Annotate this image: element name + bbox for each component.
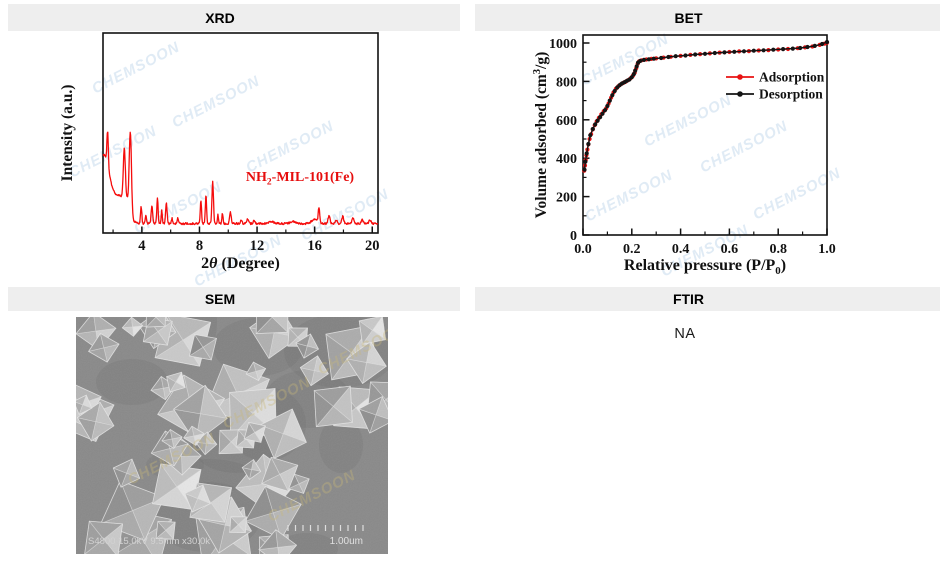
xrd-sample-label: NH2-MIL-101(Fe) [246,170,355,188]
desorption-marker [586,141,591,147]
bet-y-tick-label: 0 [570,229,577,244]
desorption-marker [634,64,639,69]
desorption-marker [588,133,593,138]
desorption-marker [590,126,595,132]
bet-header-label: BET [674,9,703,26]
bet-y-tick-label: 400 [556,152,577,167]
desorption-marker [646,57,651,62]
xrd-x-tick-label: 20 [365,238,380,254]
desorption-marker [641,57,647,62]
desorption-marker [673,54,678,59]
bet-x-tick-label: 0.2 [623,242,641,257]
desorption-marker [631,72,636,77]
desorption-marker [636,60,641,65]
bet-x-tick-label: 0.6 [721,242,739,257]
desorption-line [583,41,828,170]
legend-label-adsorption: Adsorption [759,70,825,85]
desorption-marker [600,111,605,116]
legend-marker-desorption [737,91,743,97]
desorption-marker [702,51,708,56]
desorption-marker [741,49,747,54]
xrd-chart: 4 8 12 16 20 NH2-MIL-101(Fe) 2θ (Degree) Intens… [59,32,380,272]
desorption-marker [761,48,766,53]
bet-chart: 0.0 0.2 0.4 0.6 0.8 1.0 0 200 400 600 800 1000 Adsor… [532,34,836,277]
desorption-marker [712,50,717,56]
xrd-x-tick-label: 8 [196,238,203,254]
desorption-marker [824,39,830,45]
bet-x-axis-label: Relative pressure (P/P0) [624,257,786,277]
xrd-x-tick-label: 4 [138,238,145,254]
desorption-marker [615,85,620,90]
desorption-marker [633,68,638,73]
xrd-header-label: XRD [205,9,235,26]
bet-x-tick-label: 0.0 [574,242,592,257]
xrd-curve [102,131,379,226]
ftir-header-bar: FTIR [475,287,940,311]
sem-instrument-caption: S4800 15.0kV 9.5mm x30.0k [88,536,210,547]
xrd-header-bar: XRD [8,4,460,31]
desorption-marker [651,56,656,61]
bet-y-tick-label: 1000 [549,37,577,52]
adsorption-line [583,41,828,171]
desorption-marker [666,54,671,60]
sem-scale-label: 1.00um [330,536,363,547]
bet-plot: 0.0 0.2 0.4 0.6 0.8 1.0 0 200 400 600 800 1000 Adsor… [532,34,836,277]
desorption-marker [582,167,587,172]
desorption-marker [722,50,727,55]
desorption-marker [607,98,612,103]
bet-header-bar: BET [475,4,940,31]
desorption-marker [605,103,610,109]
sem-grain-overlay [76,317,388,554]
sem-scale-bar: 1.00um [287,525,364,547]
desorption-marker [781,47,786,52]
xrd-x-axis-label: 2θ (Degree) [201,255,280,272]
desorption-marker [612,88,617,94]
desorption-marker [602,108,608,113]
xrd-plot: 4 8 12 16 20 NH2-MIL-101(Fe) 2θ (Degree) Intens… [59,32,380,272]
desorption-marker [798,45,803,51]
desorption-marker [751,48,756,53]
desorption-marker [593,122,598,127]
bet-y-tick-label: 200 [556,191,577,206]
desorption-marker [683,53,688,58]
legend-marker-adsorption [737,74,743,80]
xrd-x-tick-label: 16 [307,238,322,254]
desorption-marker [790,46,795,51]
desorption-marker [595,118,600,123]
ftir-na-value: NA [674,326,696,342]
desorption-marker [771,47,776,52]
bet-legend: Adsorption Desorption [726,70,825,102]
xrd-x-tick-label: 12 [250,238,265,254]
desorption-marker [820,41,825,47]
desorption-marker [583,159,588,164]
bet-x-tick-label: 0.8 [769,242,787,257]
legend-label-desorption: Desorption [759,87,823,102]
desorption-marker [659,55,664,61]
bet-y-tick-label: 800 [556,75,577,90]
desorption-marker [610,93,615,98]
bet-x-tick-label: 0.4 [672,242,690,257]
desorption-marker [732,49,737,54]
desorption-series [582,39,830,172]
adsorption-series [582,40,830,173]
sem-header-bar: SEM [8,287,460,311]
ftir-header-label: FTIR [672,291,705,307]
xrd-y-axis-label: Intensity (a.u.) [59,85,76,182]
sem-header-label: SEM [204,291,236,307]
desorption-marker [812,43,817,48]
desorption-marker [584,151,589,156]
desorption-marker [598,115,603,120]
bet-y-axis-label: Volume adsorbed (cm3/g) [532,52,550,219]
desorption-marker [805,44,810,50]
desorption-marker [693,52,698,57]
bet-y-tick-label: 600 [556,114,577,129]
bet-x-tick-label: 1.0 [818,242,836,257]
